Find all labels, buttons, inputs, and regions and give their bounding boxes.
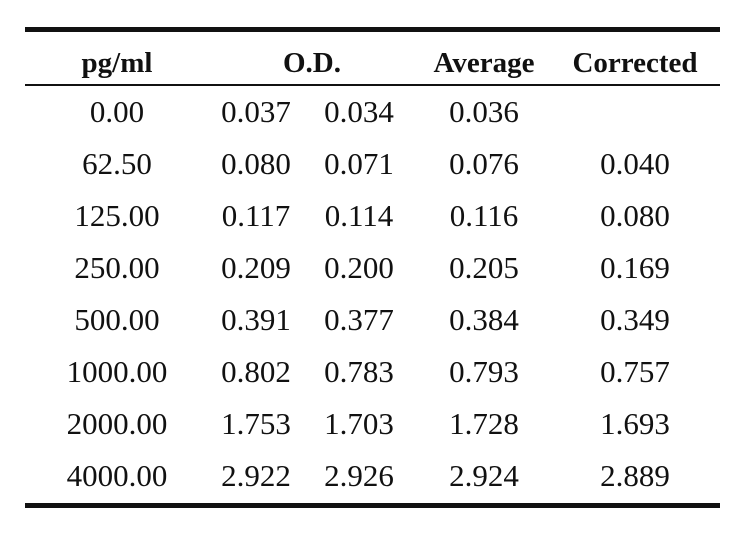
cell-od-2: 0.114 (324, 198, 394, 233)
table-row: 250.00 0.209 0.200 0.205 0.169 (25, 242, 720, 294)
cell-od-2: 0.034 (324, 94, 394, 129)
cell-od-2: 0.071 (324, 146, 394, 181)
table-row: 62.50 0.080 0.071 0.076 0.040 (25, 138, 720, 190)
table-row: 0.00 0.037 0.034 0.036 (25, 86, 720, 138)
cell-od-1: 0.209 (221, 250, 291, 285)
cell-concentration: 4000.00 (66, 458, 168, 493)
cell-od-2: 0.200 (324, 250, 394, 285)
cell-average: 0.076 (449, 146, 519, 181)
cell-corrected: 2.889 (600, 458, 670, 493)
cell-od-2: 0.783 (324, 354, 394, 389)
table-row: 125.00 0.117 0.114 0.116 0.080 (25, 190, 720, 242)
cell-concentration: 1000.00 (66, 354, 168, 389)
table-header-rule (25, 84, 720, 86)
cell-od-1: 0.802 (221, 354, 291, 389)
cell-corrected: 0.169 (600, 250, 670, 285)
table-header-row: pg/ml O.D. Average Corrected (25, 32, 720, 84)
cell-average: 0.205 (449, 250, 519, 285)
cell-corrected: 0.757 (600, 354, 670, 389)
table-row: 1000.00 0.802 0.783 0.793 0.757 (25, 346, 720, 398)
cell-concentration: 125.00 (74, 198, 160, 233)
data-table: pg/ml O.D. Average Corrected 0.00 0.037 0.… (25, 27, 720, 508)
cell-concentration: 2000.00 (66, 406, 168, 441)
cell-od-2: 2.926 (324, 458, 394, 493)
cell-average: 0.384 (449, 302, 519, 337)
cell-od-2: 1.703 (324, 406, 394, 441)
header-od: O.D. (283, 47, 341, 79)
table-body: 0.00 0.037 0.034 0.036 62.50 0.080 0.071 0.076 0… (25, 86, 720, 503)
cell-average: 0.036 (449, 94, 519, 129)
header-concentration: pg/ml (81, 47, 153, 79)
cell-od-1: 1.753 (221, 406, 291, 441)
cell-corrected: 1.693 (600, 406, 670, 441)
table-top-rule (25, 27, 720, 32)
cell-corrected: 0.080 (600, 198, 670, 233)
table-row: 500.00 0.391 0.377 0.384 0.349 (25, 294, 720, 346)
cell-corrected: 0.349 (600, 302, 670, 337)
cell-average: 2.924 (449, 458, 519, 493)
cell-average: 1.728 (449, 406, 519, 441)
cell-average: 0.116 (449, 198, 519, 233)
cell-od-1: 0.080 (221, 146, 291, 181)
table-row: 4000.00 2.922 2.926 2.924 2.889 (25, 450, 720, 502)
cell-od-1: 0.391 (221, 302, 291, 337)
cell-od-1: 0.117 (221, 198, 291, 233)
cell-od-1: 2.922 (221, 458, 291, 493)
header-corrected: Corrected (572, 47, 698, 79)
cell-concentration: 250.00 (74, 250, 160, 285)
table-row: 2000.00 1.753 1.703 1.728 1.693 (25, 398, 720, 450)
cell-concentration: 62.50 (82, 146, 152, 181)
header-average: Average (433, 47, 535, 79)
cell-concentration: 0.00 (89, 94, 145, 129)
cell-corrected: 0.040 (600, 146, 670, 181)
table-bottom-rule (25, 503, 720, 508)
cell-od-2: 0.377 (324, 302, 394, 337)
cell-average: 0.793 (449, 354, 519, 389)
cell-od-1: 0.037 (221, 94, 291, 129)
cell-concentration: 500.00 (74, 302, 160, 337)
